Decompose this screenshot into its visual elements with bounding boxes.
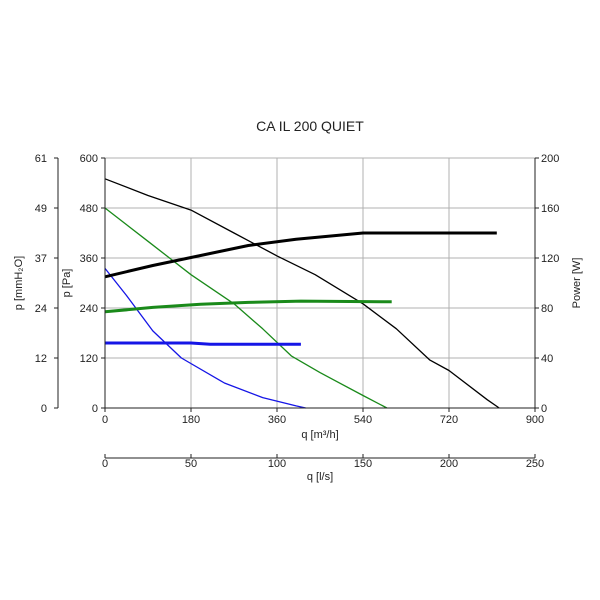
y-mmh2o-tick-label: 12 xyxy=(35,353,47,365)
y-pa-tick-label: 0 xyxy=(92,403,98,415)
y-mmh2o-tick-label: 49 xyxy=(35,203,47,215)
y-pa-tick-label: 360 xyxy=(80,253,98,265)
x-main-tick-label: 540 xyxy=(354,414,372,426)
pressure-curve-green xyxy=(104,207,388,409)
y-power-tick-label: 40 xyxy=(541,353,553,365)
y-mmh2o-tick-label: 37 xyxy=(35,253,47,265)
pressure-curve-blue xyxy=(104,267,306,409)
x-secondary-tick-label: 100 xyxy=(268,458,286,470)
x-secondary-tick-label: 250 xyxy=(526,458,544,470)
chart-title: CA IL 200 QUIET xyxy=(256,118,364,134)
y-axis-power-label: Power [W] xyxy=(571,258,583,309)
x-secondary-tick-label: 50 xyxy=(185,458,197,470)
y-axis-mmh2o-label: p [mmH₂O] xyxy=(13,256,25,310)
power-curve-blue xyxy=(105,341,301,346)
x-secondary-tick-label: 0 xyxy=(102,458,108,470)
y-power-tick-label: 120 xyxy=(541,253,559,265)
y-power-tick-label: 80 xyxy=(541,303,553,315)
y-mmh2o-tick-label: 24 xyxy=(35,303,47,315)
y-mmh2o-tick-label: 0 xyxy=(41,403,47,415)
y-pa-tick-label: 600 xyxy=(80,153,98,165)
x-main-tick-label: 720 xyxy=(440,414,458,426)
y-mmh2o-tick-label: 61 xyxy=(35,153,47,165)
x-main-tick-label: 900 xyxy=(526,414,544,426)
y-pa-tick-label: 120 xyxy=(80,353,98,365)
axes: 0 12 24 37 49 61 0 120 240 360 480 600 0 40 80 120 160 20… xyxy=(35,153,560,470)
y-power-tick-label: 200 xyxy=(541,153,559,165)
y-axis-pa-label: p [Pa] xyxy=(61,269,73,298)
power-curve-black xyxy=(104,231,497,279)
power-curve-green xyxy=(104,299,392,314)
y-pa-tick-label: 240 xyxy=(80,303,98,315)
y-power-tick-label: 0 xyxy=(541,403,547,415)
x-main-tick-label: 180 xyxy=(182,414,200,426)
x-secondary-tick-label: 200 xyxy=(440,458,458,470)
x-axis-secondary-label: q [l/s] xyxy=(307,471,333,483)
pressure-curve-black xyxy=(104,178,500,409)
y-pa-tick-label: 480 xyxy=(80,203,98,215)
series-layer xyxy=(104,178,500,409)
x-main-tick-label: 360 xyxy=(268,414,286,426)
x-main-tick-label: 0 xyxy=(102,414,108,426)
y-power-tick-label: 160 xyxy=(541,203,559,215)
x-secondary-tick-label: 150 xyxy=(354,458,372,470)
x-axis-main-label: q [m³/h] xyxy=(301,429,338,441)
